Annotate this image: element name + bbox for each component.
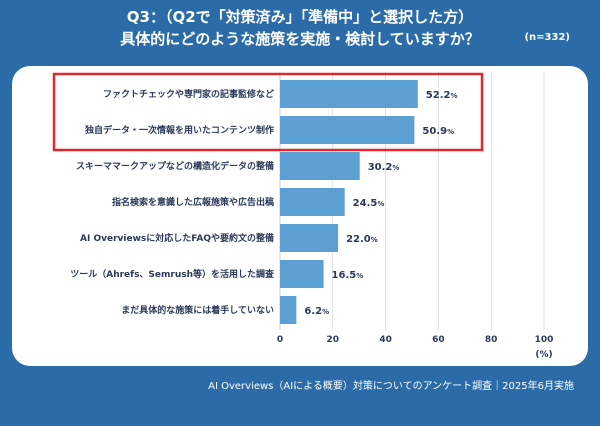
title-line-2: 具体的にどのような施策を実施・検討していますか？ bbox=[120, 30, 480, 48]
bar bbox=[280, 152, 360, 180]
logo-small-text: ナイルの bbox=[86, 397, 114, 405]
data-label: 52.2% bbox=[426, 90, 458, 101]
data-label: 22.0% bbox=[346, 234, 378, 245]
bar-label: まだ具体的な施策には着手していない bbox=[121, 304, 274, 316]
logo-main-text: SEO相談室 bbox=[66, 408, 130, 422]
chart-title: Q3：（Q2で「対策済み」「準備中」と選択した方） 具体的にどのような施策を実施… bbox=[0, 6, 600, 50]
bar-label: 指名検索を意識した広報施策や広告出稿 bbox=[112, 196, 274, 208]
data-label: 16.5% bbox=[332, 270, 364, 281]
bar bbox=[280, 224, 339, 252]
sample-size-label: (n=332) bbox=[524, 32, 570, 43]
bar-label: ファクトチェックや専門家の記事監修など bbox=[103, 88, 274, 100]
bar bbox=[280, 296, 297, 324]
bar bbox=[280, 188, 345, 216]
data-label: 50.9% bbox=[422, 126, 454, 137]
bar-label: AI Overviewsに対応したFAQや要約文の整備 bbox=[80, 232, 274, 244]
title-line-1: Q3：（Q2で「対策済み」「準備中」と選択した方） bbox=[126, 8, 474, 26]
bar-label: ツール（Ahrefs、Semrush等）を活用した調査 bbox=[70, 268, 275, 280]
footer-note: AI Overviews（AIによる概要）対策についてのアンケート調査｜2025… bbox=[208, 381, 574, 392]
bar-chart: ファクトチェックや専門家の記事監修など 52.2% 独自データ・一次情報を用いたコン… bbox=[52, 72, 554, 360]
chart-line-icon bbox=[44, 408, 64, 421]
data-label: 30.2% bbox=[368, 162, 400, 173]
bar-label: 独自データ・一次情報を用いたコンテンツ制作 bbox=[84, 124, 274, 136]
bar-label: スキーママークアップなどの構造化データの整備 bbox=[76, 160, 274, 172]
logo: ナイルの SEO相談室 bbox=[36, 396, 146, 426]
tick-label: 60 bbox=[432, 335, 445, 345]
chart-card: ファクトチェックや専門家の記事監修など 52.2% 独自データ・一次情報を用いたコン… bbox=[12, 66, 588, 422]
tick-label: 0 bbox=[277, 335, 283, 345]
data-label: 6.2% bbox=[304, 306, 329, 317]
tick-label: 40 bbox=[379, 335, 392, 345]
tick-label: 80 bbox=[485, 335, 498, 345]
x-axis-label: (%) bbox=[535, 350, 552, 360]
bar bbox=[280, 260, 324, 288]
tick-label: 20 bbox=[327, 335, 340, 345]
bar bbox=[280, 116, 415, 144]
tick-label: 100 bbox=[535, 335, 554, 345]
data-label: 24.5% bbox=[353, 198, 385, 209]
highlight-box bbox=[52, 72, 484, 152]
bar bbox=[280, 80, 418, 108]
